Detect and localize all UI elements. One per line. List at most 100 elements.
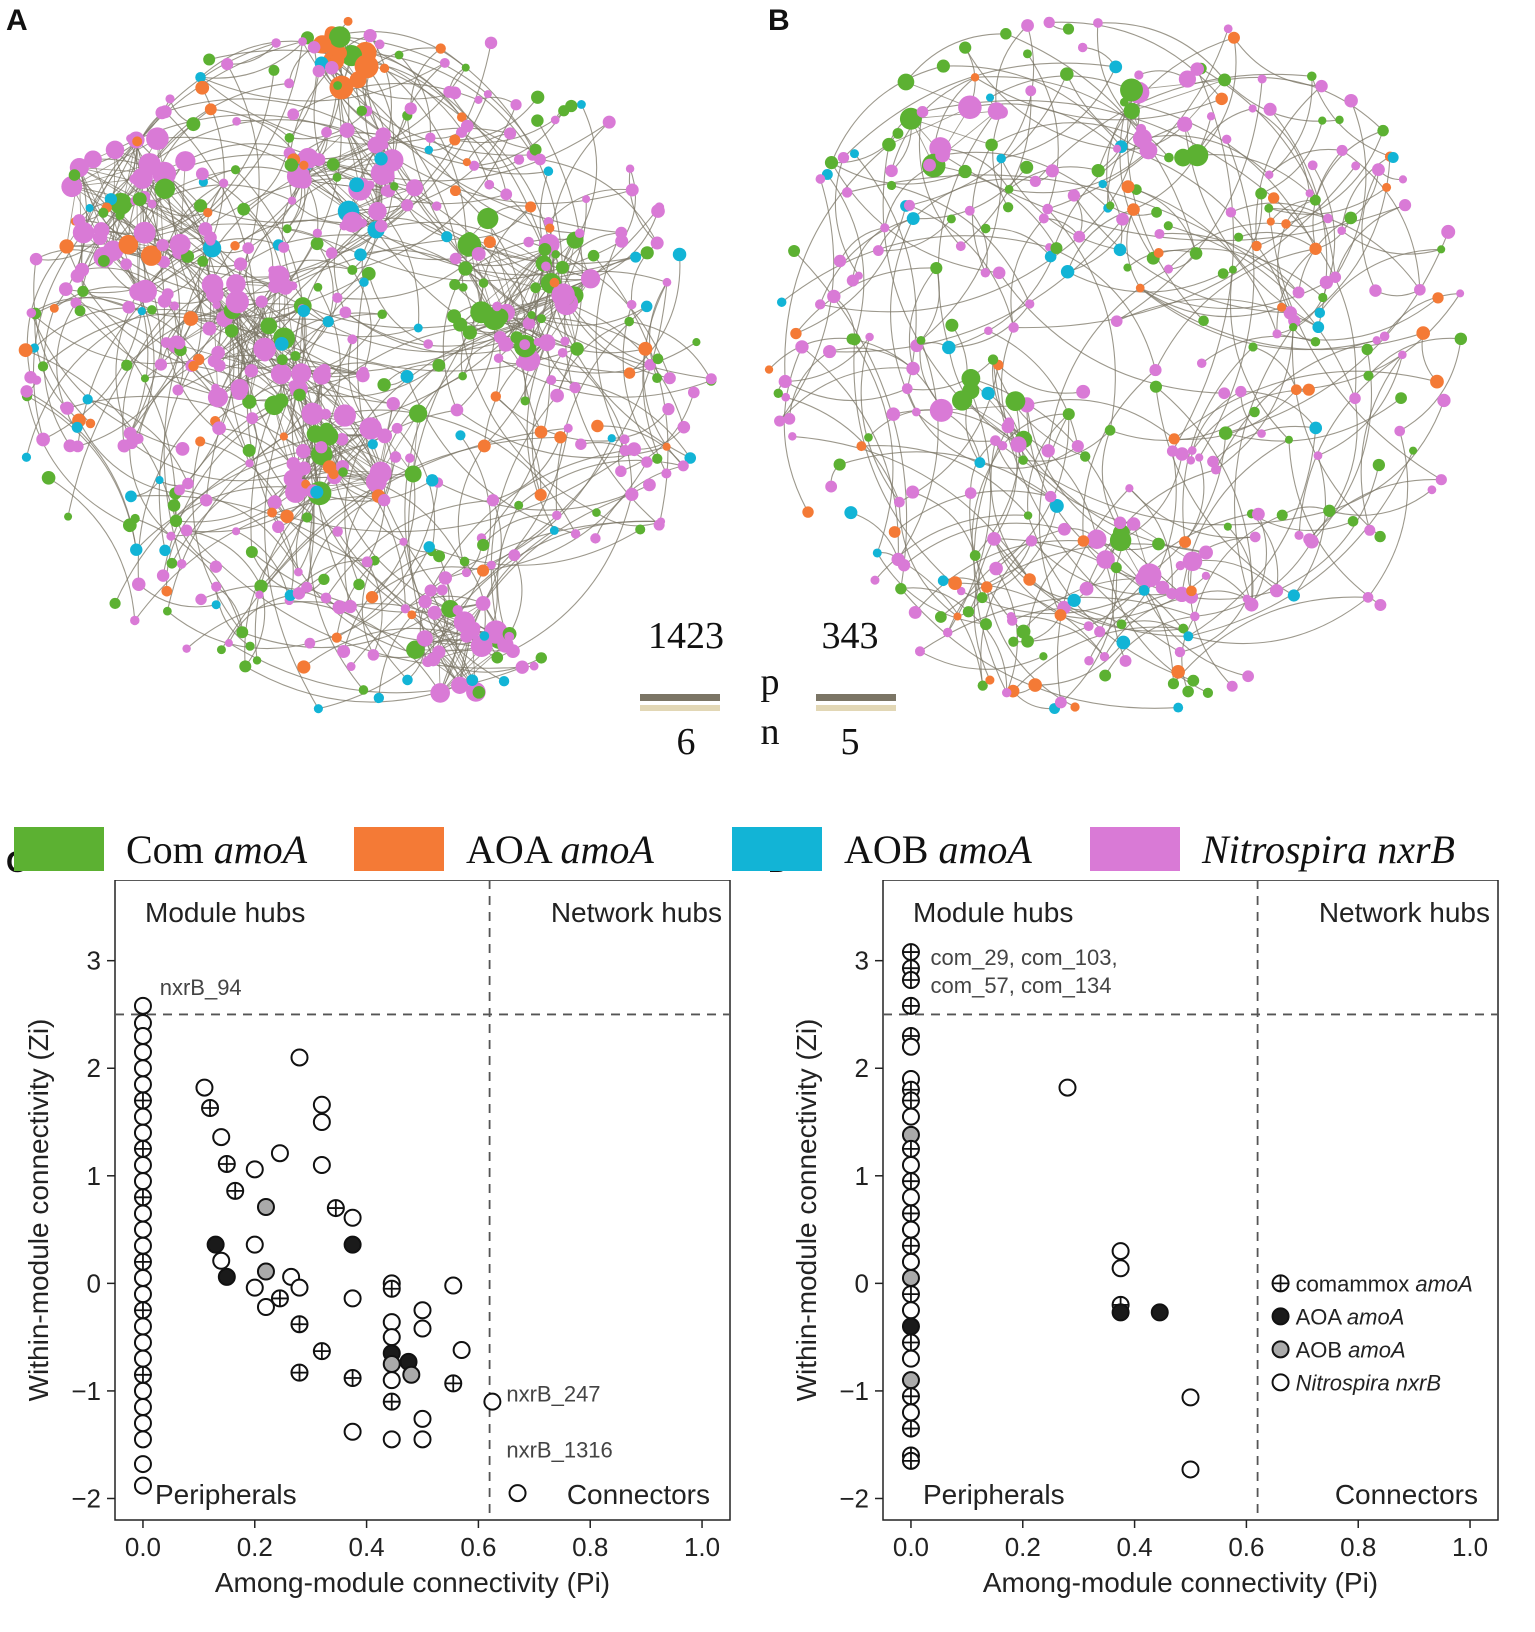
point-com	[901, 1139, 920, 1158]
network-node	[1050, 242, 1063, 255]
point-nxrb	[901, 1349, 920, 1368]
network-node	[1244, 597, 1259, 612]
network-node	[331, 632, 342, 643]
point-com	[326, 1199, 345, 1218]
positive-edge	[175, 478, 294, 523]
network-node	[1294, 530, 1304, 540]
point-nxrb-circle	[133, 1156, 152, 1175]
network-node	[374, 152, 388, 166]
network-node	[515, 357, 527, 368]
point-nxrb	[133, 1398, 152, 1417]
network-node	[554, 431, 567, 444]
network-node	[115, 211, 125, 220]
point-nxrb-circle	[133, 1059, 152, 1078]
network-node	[1218, 387, 1231, 400]
network-node	[1021, 634, 1034, 648]
positive-edge	[497, 494, 633, 659]
positive-edge	[1116, 78, 1263, 322]
positive-edge	[42, 311, 143, 440]
network-node	[339, 122, 355, 138]
positive-edge	[489, 241, 591, 281]
network-node	[1435, 474, 1447, 486]
positive-edge	[1251, 513, 1354, 532]
network-node	[284, 78, 295, 89]
network-node	[1152, 537, 1165, 551]
network-node	[885, 164, 898, 178]
positive-edge	[317, 287, 341, 430]
positive-edge	[1298, 354, 1403, 536]
positive-edge	[829, 347, 914, 369]
network-node	[268, 64, 280, 76]
positive-edge	[1139, 287, 1377, 351]
network-node	[347, 334, 358, 345]
network-node	[1189, 247, 1203, 260]
point-nxrb-circle	[382, 1371, 401, 1390]
network-node	[1062, 23, 1075, 35]
network-node	[592, 508, 601, 517]
network-node	[1116, 635, 1131, 650]
positive-edge	[914, 539, 1084, 613]
point-com	[901, 1091, 920, 1110]
network-node	[478, 278, 489, 288]
network-node	[969, 550, 981, 561]
network-node	[122, 518, 137, 533]
network-node	[423, 339, 434, 349]
point-nxrb	[133, 1349, 152, 1368]
positive-edge	[56, 302, 77, 408]
positive-edge	[495, 396, 542, 495]
network-node	[788, 245, 801, 257]
network-node	[1043, 16, 1055, 29]
network-node	[987, 354, 999, 365]
network-node	[990, 435, 1001, 446]
network-node	[886, 407, 901, 422]
network-node	[1218, 426, 1233, 440]
x-tick-label: 1.0	[684, 1532, 720, 1562]
point-nxrb-circle	[343, 1289, 362, 1308]
scatter-d: 0.0 0.2 0.4 0.6 0.8 1.0 −2 −1 0 1 2 3 Among-module c…	[791, 880, 1499, 1598]
network-node	[661, 468, 672, 479]
network-node	[338, 467, 348, 477]
x-tick-label: 0.4	[349, 1532, 385, 1562]
positive-edge	[163, 182, 224, 263]
network-node	[242, 242, 255, 254]
network-node	[211, 600, 221, 610]
network-node	[459, 556, 470, 567]
network-node	[1077, 535, 1090, 547]
positive-edge	[536, 120, 583, 396]
network-node	[653, 519, 665, 531]
network-node	[409, 404, 428, 423]
network-node	[169, 233, 191, 255]
positive-edge	[528, 199, 587, 324]
network-node	[121, 359, 133, 371]
network-node	[154, 178, 176, 199]
network-node	[288, 281, 298, 291]
network-node	[216, 645, 226, 655]
network-node	[1307, 160, 1318, 171]
network-node	[224, 324, 239, 338]
positive-edge	[179, 489, 299, 573]
positive-edge	[785, 396, 900, 503]
network-node	[312, 366, 331, 385]
point-com	[382, 1392, 401, 1411]
network-node	[1227, 31, 1240, 44]
network-node	[430, 683, 450, 703]
network-node	[1272, 329, 1282, 339]
positive-edge	[1129, 487, 1173, 594]
scatter-points	[901, 943, 1200, 1479]
network-node	[788, 432, 797, 441]
network-node	[93, 222, 110, 239]
positive-edge	[87, 398, 189, 484]
network-node	[1038, 213, 1049, 224]
network-node	[640, 300, 653, 313]
x-tick-label: 0.8	[1340, 1532, 1376, 1562]
positive-edge	[942, 110, 997, 156]
network-node	[102, 240, 124, 262]
positive-edge	[412, 413, 419, 475]
network-node	[335, 432, 349, 446]
network-node	[557, 347, 568, 358]
network-node	[1116, 619, 1127, 630]
positive-edge	[141, 178, 286, 288]
point-nxrb	[133, 1204, 152, 1223]
network-node	[356, 105, 368, 117]
network-node	[545, 223, 555, 233]
